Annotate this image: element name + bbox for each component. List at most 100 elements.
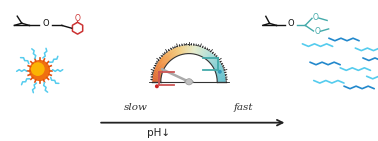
Polygon shape	[156, 65, 164, 70]
Polygon shape	[159, 60, 166, 66]
Polygon shape	[216, 73, 225, 75]
Polygon shape	[154, 71, 162, 74]
Polygon shape	[214, 65, 222, 70]
Polygon shape	[173, 49, 177, 57]
Text: O: O	[313, 13, 319, 22]
Polygon shape	[165, 54, 171, 60]
Polygon shape	[171, 50, 175, 57]
Polygon shape	[152, 80, 161, 81]
Polygon shape	[213, 63, 221, 68]
Polygon shape	[209, 56, 215, 62]
Polygon shape	[217, 79, 226, 80]
Polygon shape	[175, 47, 179, 56]
Text: pH↓: pH↓	[147, 128, 170, 138]
Polygon shape	[214, 65, 222, 69]
Polygon shape	[217, 74, 225, 77]
Polygon shape	[217, 77, 225, 79]
Polygon shape	[214, 63, 221, 68]
Polygon shape	[166, 53, 172, 60]
Polygon shape	[181, 46, 183, 54]
Polygon shape	[211, 60, 218, 65]
Polygon shape	[188, 45, 189, 54]
Polygon shape	[162, 57, 169, 63]
Polygon shape	[210, 57, 217, 63]
Polygon shape	[158, 61, 166, 66]
Polygon shape	[196, 46, 199, 55]
Polygon shape	[210, 58, 217, 64]
Polygon shape	[179, 46, 182, 55]
Polygon shape	[153, 72, 162, 75]
Polygon shape	[152, 81, 161, 82]
Polygon shape	[171, 49, 176, 57]
Polygon shape	[161, 58, 168, 64]
Polygon shape	[203, 50, 208, 58]
Polygon shape	[154, 70, 163, 73]
Polygon shape	[166, 53, 172, 60]
Polygon shape	[207, 54, 213, 60]
Polygon shape	[191, 45, 192, 54]
Polygon shape	[167, 52, 172, 59]
Polygon shape	[212, 61, 220, 66]
Polygon shape	[217, 73, 225, 76]
Polygon shape	[211, 59, 218, 65]
Polygon shape	[213, 62, 220, 67]
Polygon shape	[217, 75, 225, 77]
Text: slow: slow	[124, 103, 148, 112]
Polygon shape	[216, 70, 224, 74]
Polygon shape	[187, 45, 188, 54]
Polygon shape	[215, 68, 223, 72]
Polygon shape	[192, 45, 194, 54]
Polygon shape	[204, 51, 209, 58]
Polygon shape	[156, 64, 164, 69]
Polygon shape	[197, 47, 200, 55]
Polygon shape	[153, 75, 161, 77]
Polygon shape	[216, 72, 225, 75]
Polygon shape	[201, 49, 205, 57]
Polygon shape	[194, 46, 197, 54]
Polygon shape	[185, 45, 187, 54]
Polygon shape	[217, 76, 225, 78]
Polygon shape	[199, 48, 203, 56]
Polygon shape	[182, 46, 184, 54]
Circle shape	[185, 80, 193, 83]
Polygon shape	[168, 51, 174, 59]
Polygon shape	[158, 62, 165, 67]
Ellipse shape	[155, 84, 159, 88]
Polygon shape	[211, 58, 218, 64]
Text: fast: fast	[234, 103, 254, 112]
Polygon shape	[184, 45, 186, 54]
Polygon shape	[152, 80, 161, 81]
Text: O: O	[314, 27, 320, 36]
Polygon shape	[154, 69, 163, 72]
Polygon shape	[157, 63, 164, 68]
Polygon shape	[215, 66, 223, 70]
Polygon shape	[155, 67, 163, 71]
Polygon shape	[217, 80, 226, 81]
Ellipse shape	[186, 79, 192, 85]
Polygon shape	[160, 58, 167, 64]
Polygon shape	[217, 78, 226, 79]
Polygon shape	[215, 69, 224, 72]
Polygon shape	[194, 46, 196, 54]
Polygon shape	[195, 46, 198, 54]
Polygon shape	[162, 56, 169, 62]
Polygon shape	[212, 60, 219, 66]
Polygon shape	[198, 47, 201, 55]
Text: O: O	[42, 19, 49, 28]
Polygon shape	[217, 80, 226, 81]
Polygon shape	[200, 48, 204, 56]
Polygon shape	[206, 53, 212, 60]
Polygon shape	[206, 52, 211, 59]
Ellipse shape	[29, 60, 50, 81]
Polygon shape	[155, 68, 163, 72]
Polygon shape	[169, 50, 174, 58]
Polygon shape	[157, 63, 165, 68]
Polygon shape	[197, 47, 200, 55]
Polygon shape	[212, 61, 220, 67]
Ellipse shape	[31, 62, 45, 76]
Polygon shape	[161, 57, 168, 63]
Polygon shape	[204, 50, 209, 58]
Polygon shape	[153, 77, 161, 79]
Polygon shape	[175, 48, 179, 56]
Polygon shape	[208, 55, 214, 61]
